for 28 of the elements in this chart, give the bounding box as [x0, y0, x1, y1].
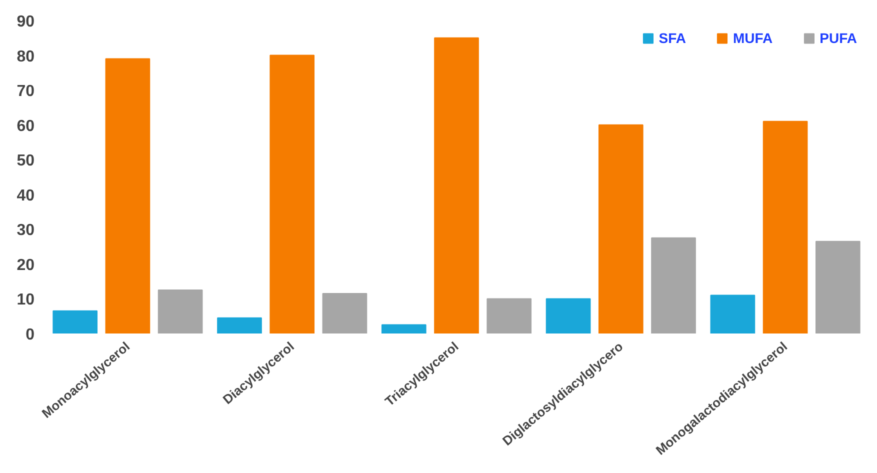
bar — [486, 298, 532, 334]
bar — [546, 298, 591, 334]
y-tick-label: 0 — [26, 326, 35, 344]
y-tick-label: 30 — [16, 222, 35, 240]
bar — [651, 237, 696, 334]
y-tick-label: 40 — [16, 187, 35, 204]
bar — [762, 120, 808, 334]
y-tick-label: 70 — [16, 83, 35, 100]
legend-label: MUFA — [732, 30, 773, 46]
bar — [270, 54, 315, 334]
bar — [710, 294, 756, 334]
bar — [815, 240, 860, 334]
y-tick-label: 10 — [16, 292, 35, 309]
bar — [158, 290, 203, 334]
bar — [52, 310, 98, 334]
bar — [598, 124, 644, 334]
y-tick-label: 90 — [16, 14, 35, 30]
y-tick-label: 50 — [16, 152, 35, 170]
y-tick-label: 80 — [16, 48, 35, 66]
legend-label: SFA — [658, 30, 686, 46]
bar — [381, 324, 426, 334]
y-tick-label: 60 — [16, 118, 35, 135]
bar — [105, 58, 150, 334]
y-tick-label: 20 — [16, 256, 35, 274]
legend-label: PUFA — [820, 30, 857, 46]
bar — [434, 37, 479, 334]
bar — [217, 317, 262, 334]
bar — [322, 293, 368, 334]
